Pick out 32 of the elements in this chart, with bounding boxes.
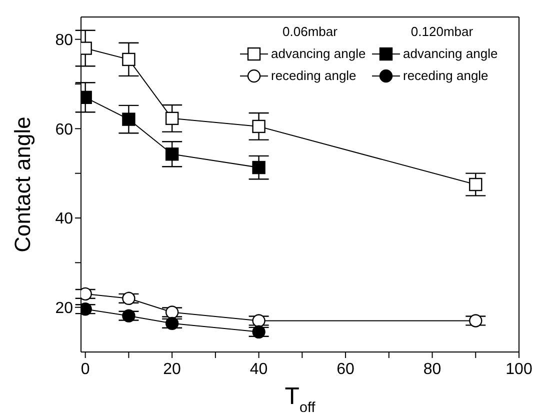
point	[122, 309, 136, 322]
y-tick-label: 60	[55, 121, 74, 138]
point	[252, 160, 266, 174]
legend-label: advancing angle	[403, 46, 498, 61]
y-axis-title: Contact angle	[10, 116, 35, 252]
legend-label: advancing angle	[271, 46, 366, 61]
y-tick-label: 40	[55, 210, 74, 228]
point	[469, 314, 482, 328]
point	[165, 306, 179, 319]
point	[252, 325, 266, 338]
point	[252, 314, 266, 328]
point	[252, 120, 266, 134]
legend-label: receding angle	[271, 68, 356, 83]
x-tick-label: 40	[250, 361, 268, 378]
y-tick-label: 80	[55, 32, 74, 50]
point	[165, 112, 179, 125]
y-tick-label: 20	[55, 300, 74, 318]
point	[122, 112, 136, 126]
x-axis-title: T$_{off}$	[284, 383, 316, 416]
point	[469, 178, 482, 192]
x-tick-label: 60	[336, 361, 355, 378]
x-tick-label: 0	[80, 361, 90, 378]
annotation: 0.06mbar	[282, 24, 338, 39]
point	[165, 148, 179, 161]
x-tick-label: 100	[506, 361, 532, 378]
point	[165, 316, 179, 330]
legend-label: receding angle	[403, 68, 488, 83]
annotation: 0.120mbar	[410, 24, 474, 39]
x-tick-label: 80	[423, 361, 442, 378]
point	[122, 292, 136, 305]
point	[122, 52, 136, 66]
x-tick-label: 20	[163, 361, 182, 378]
